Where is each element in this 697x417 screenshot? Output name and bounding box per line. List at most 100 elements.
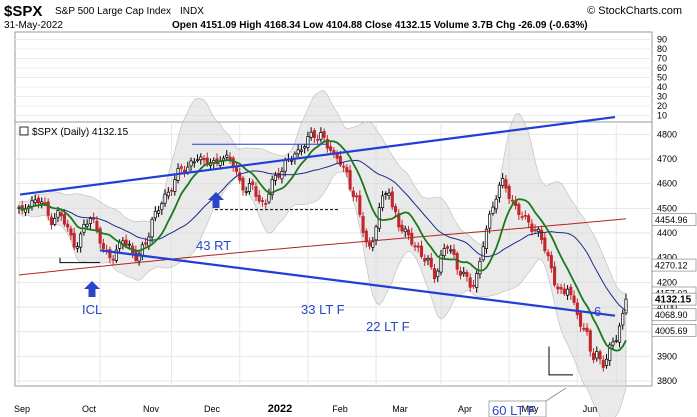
candle-body (355, 195, 359, 198)
legend-label: $SPX (Daily) 4132.15 (32, 127, 129, 138)
candle-body (540, 229, 544, 241)
candle-body (342, 165, 346, 168)
candle-body (283, 160, 287, 172)
candle-body (49, 216, 54, 226)
candle-body (348, 170, 352, 190)
candle-body (562, 288, 566, 295)
candle-body (491, 206, 495, 214)
annotation-label: 6 (594, 304, 601, 319)
candle-body (611, 341, 615, 346)
candle-body (478, 261, 482, 275)
candle-body (536, 228, 540, 232)
candle-body (481, 246, 485, 261)
candle-body (179, 166, 183, 169)
candle-body (202, 158, 206, 161)
candle-body (153, 210, 157, 219)
candle-body (303, 146, 307, 149)
candle-body (572, 295, 576, 303)
candle-body (390, 191, 394, 208)
candle-body (381, 195, 385, 209)
candle-body (319, 132, 323, 140)
price-label: 4005.69 (655, 326, 688, 336)
candle-body (429, 257, 433, 268)
y-tick-label: 3800 (657, 376, 677, 386)
index-name: S&P 500 Large Cap Index (55, 6, 171, 17)
candle-body (442, 248, 446, 257)
ohlc-readout: Open 4151.09 High 4168.34 Low 4104.88 Cl… (172, 20, 588, 31)
candle-body (335, 154, 339, 159)
candle-body (257, 195, 261, 202)
candle-body (351, 190, 355, 198)
candle-body (543, 237, 547, 252)
candle-body (475, 273, 479, 288)
candle-body (387, 192, 391, 196)
candle-body (312, 130, 316, 138)
candle-body (85, 223, 89, 227)
candle-body (413, 245, 417, 248)
y-tick-label: 4700 (657, 154, 677, 164)
legend: $SPX (Daily) 4132.15 (19, 126, 129, 138)
candle-body (66, 223, 70, 228)
exchange-label: INDX (180, 6, 204, 17)
price-axis: 3800390040004100420043004400450046004700… (657, 129, 677, 386)
candle-body (566, 288, 570, 296)
y-tick-label: 4500 (657, 203, 677, 213)
upper-tick-label: 20 (657, 101, 667, 111)
candle-body (384, 193, 388, 195)
candle-body (374, 226, 378, 241)
candle-body (150, 218, 154, 238)
candle-body (559, 287, 563, 290)
candle-body (160, 203, 164, 210)
x-tick-label: Feb (332, 404, 348, 414)
up-arrow-icon (208, 192, 224, 208)
candle-body (371, 241, 375, 248)
candle-body (445, 246, 450, 249)
x-tick-label: Mar (392, 404, 408, 414)
upper-tick-label: 50 (657, 73, 667, 83)
candle-body (88, 218, 92, 224)
candle-body (364, 230, 368, 243)
moving-averages (18, 140, 627, 352)
candle-body (43, 202, 47, 205)
candle-body (316, 139, 320, 141)
annotation-label: 33 LT F (301, 302, 345, 317)
candle-body (79, 233, 83, 248)
candle-body (95, 220, 99, 231)
annotation-label: 22 LT F (366, 319, 410, 334)
candle-body (527, 215, 531, 223)
candle-body (72, 232, 76, 248)
candle-body (533, 229, 537, 232)
candle-body (621, 313, 625, 326)
candle-body (309, 131, 313, 138)
date-axis: Sep Oct Nov Dec 2022 Feb Mar Apr May Jun (14, 403, 597, 415)
candle-body (147, 236, 151, 246)
candle-body (553, 266, 557, 286)
price-label: 4132.15 (655, 295, 692, 306)
price-label-box (651, 308, 697, 322)
candle-body (410, 232, 414, 245)
candle-body (254, 186, 258, 197)
y-tick-label: 4100 (657, 302, 677, 312)
candle-body (144, 242, 148, 245)
candle-body (436, 270, 440, 278)
annotation-label: 43 RT (196, 238, 231, 253)
price-label-box (651, 213, 697, 226)
legend-swatch-icon (19, 126, 29, 136)
price-label: 4068.90 (655, 310, 688, 320)
candle-body (617, 325, 622, 343)
candle-body (69, 228, 73, 236)
candle-body (62, 214, 66, 225)
candle-body (247, 183, 252, 192)
candle-body (59, 212, 63, 217)
candle-body (225, 154, 229, 158)
candle-body (98, 228, 102, 244)
candle-body (199, 156, 203, 161)
candle-body (614, 339, 618, 342)
candle-body (416, 245, 420, 248)
x-tick-label: Oct (82, 404, 97, 414)
annotation-pointer (545, 387, 567, 402)
candle-body (299, 149, 303, 152)
y-tick-label: 4400 (657, 228, 677, 238)
candle-body (46, 201, 50, 216)
candle-body (238, 172, 242, 181)
